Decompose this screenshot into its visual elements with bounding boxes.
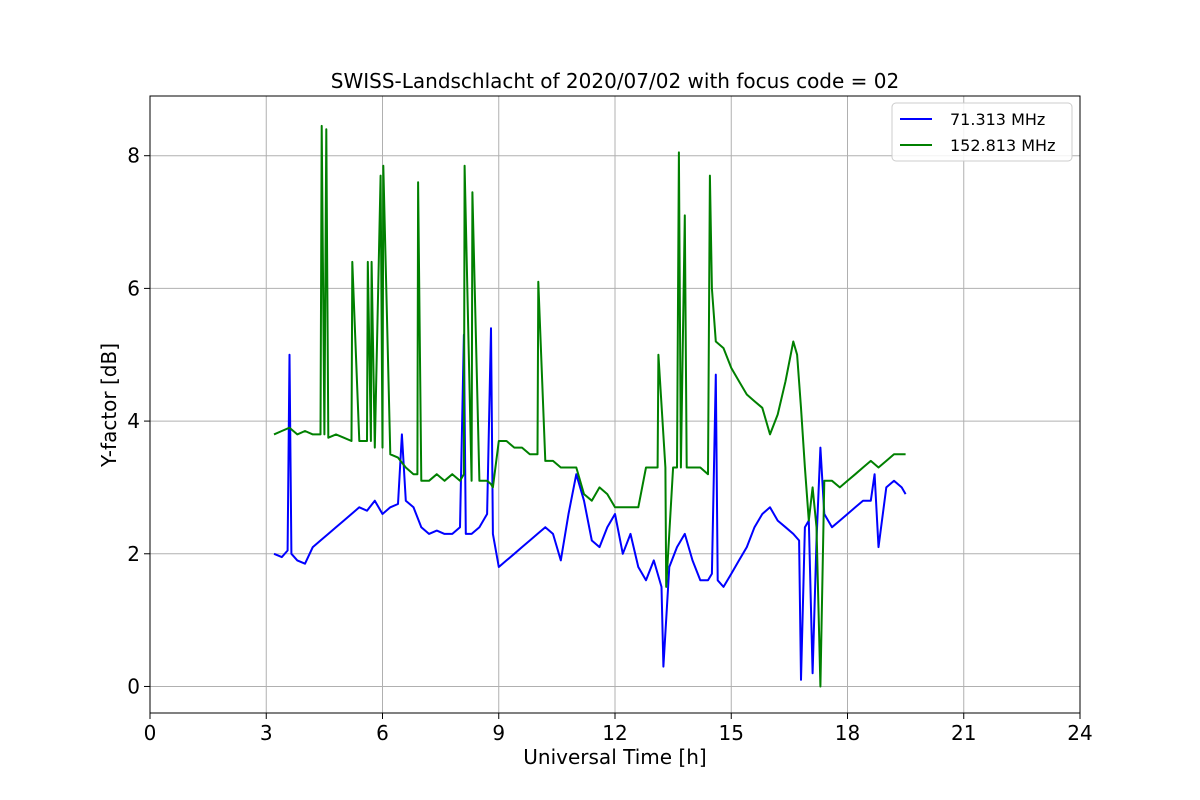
y-tick-label: 2 xyxy=(127,542,140,566)
legend: 71.313 MHz 152.813 MHz xyxy=(891,102,1073,162)
series-layer xyxy=(273,124,907,688)
x-tick-label: 3 xyxy=(260,721,273,745)
y-tick-label: 0 xyxy=(127,674,140,698)
x-axis: 0 3 6 9 12 15 18 21 24 xyxy=(144,713,1093,745)
legend-entry-label: 71.313 MHz xyxy=(950,110,1045,129)
y-axis: 0 2 4 6 8 xyxy=(127,144,150,698)
y-tick-label: 8 xyxy=(127,144,140,168)
x-tick-label: 15 xyxy=(719,721,744,745)
x-axis-label: Universal Time [h] xyxy=(523,745,706,769)
y-axis-label: Y-factor [dB] xyxy=(97,343,121,468)
x-tick-label: 6 xyxy=(376,721,389,745)
series-line-1 xyxy=(273,124,906,688)
y-tick-label: 4 xyxy=(127,409,140,433)
y-tick-label: 6 xyxy=(127,276,140,300)
x-tick-label: 12 xyxy=(602,721,627,745)
x-tick-label: 0 xyxy=(144,721,157,745)
x-tick-label: 21 xyxy=(951,721,976,745)
x-tick-label: 24 xyxy=(1067,721,1092,745)
legend-box xyxy=(891,102,1073,162)
chart-title: SWISS-Landschlacht of 2020/07/02 with fo… xyxy=(331,69,899,93)
legend-entry-label: 152.813 MHz xyxy=(950,136,1055,155)
x-tick-label: 18 xyxy=(835,721,860,745)
x-tick-label: 9 xyxy=(492,721,505,745)
